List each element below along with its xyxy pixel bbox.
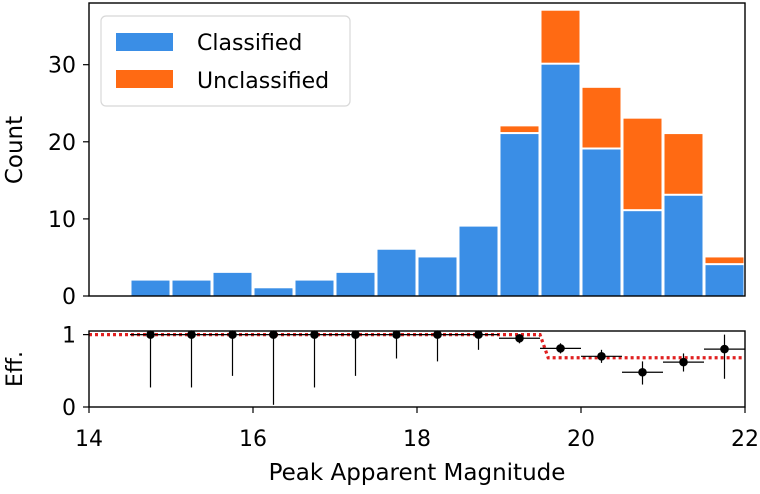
efficiency-point — [187, 330, 196, 339]
plot-frame — [88, 2, 746, 297]
bar-classified — [172, 280, 211, 296]
efficiency-point — [515, 333, 524, 343]
bar-classified — [418, 257, 457, 296]
x-tick-label: 14 — [75, 427, 103, 452]
efficiency-point — [474, 330, 483, 339]
x-tick-label: 22 — [731, 427, 759, 452]
efficiency-point — [597, 352, 606, 361]
efficiency-point — [720, 344, 729, 354]
y-tick-label: 0 — [62, 285, 76, 310]
efficiency-point — [351, 330, 360, 339]
x-tick-label: 16 — [239, 427, 267, 452]
bar-classified — [459, 226, 498, 296]
legend-swatch-unclassified — [116, 70, 173, 88]
bar-classified — [664, 195, 703, 296]
y-axis-label: Count — [2, 116, 28, 184]
x-tick-label: 18 — [403, 427, 431, 452]
bar-classified — [377, 249, 416, 296]
bar-unclassified — [705, 257, 744, 264]
efficiency-panel: 0 1 14 16 18 20 22 Eff. Peak Apparent Magnitude — [3, 324, 759, 486]
efficiency-point — [433, 330, 442, 339]
bar-unclassified — [500, 126, 539, 133]
bar-classified — [254, 288, 293, 296]
efficiency-point — [146, 330, 155, 339]
bar-classified — [705, 265, 744, 296]
bar-unclassified — [664, 134, 703, 194]
bar-classified — [623, 211, 662, 296]
bar-classified — [500, 134, 539, 296]
plot-frame — [88, 330, 746, 408]
bar-classified — [541, 64, 580, 297]
bar-unclassified — [623, 118, 662, 210]
x-axis-label: Peak Apparent Magnitude — [269, 460, 566, 486]
efficiency-point — [228, 330, 237, 339]
efficiency-point — [392, 330, 401, 339]
bar-unclassified — [582, 87, 621, 148]
x-tick-label: 20 — [567, 427, 595, 452]
histogram-panel: 0 10 20 30 Count Classified Unclassified — [2, 2, 746, 310]
y-tick-label: 20 — [48, 131, 76, 156]
efficiency-point — [638, 367, 647, 377]
bar-unclassified — [541, 10, 580, 63]
bar-classified — [582, 149, 621, 296]
legend-label-classified: Classified — [197, 31, 302, 56]
legend-swatch-classified — [116, 33, 173, 51]
y-tick-label: 30 — [48, 54, 76, 79]
efficiency-point — [269, 330, 278, 339]
efficiency-point — [556, 344, 565, 353]
y-tick-label: 0 — [62, 396, 76, 421]
bar-classified — [213, 272, 252, 296]
efficiency-point — [310, 330, 319, 339]
efficiency-point — [679, 357, 688, 367]
y-tick-label: 1 — [62, 324, 76, 349]
legend-label-unclassified: Unclassified — [197, 69, 329, 94]
bar-classified — [131, 280, 170, 296]
efficiency-reference-line — [89, 333, 745, 360]
y-tick-label: 10 — [48, 208, 76, 233]
bar-classified — [295, 280, 334, 296]
bar-classified — [336, 272, 375, 296]
y-axis-label: Eff. — [3, 351, 28, 387]
